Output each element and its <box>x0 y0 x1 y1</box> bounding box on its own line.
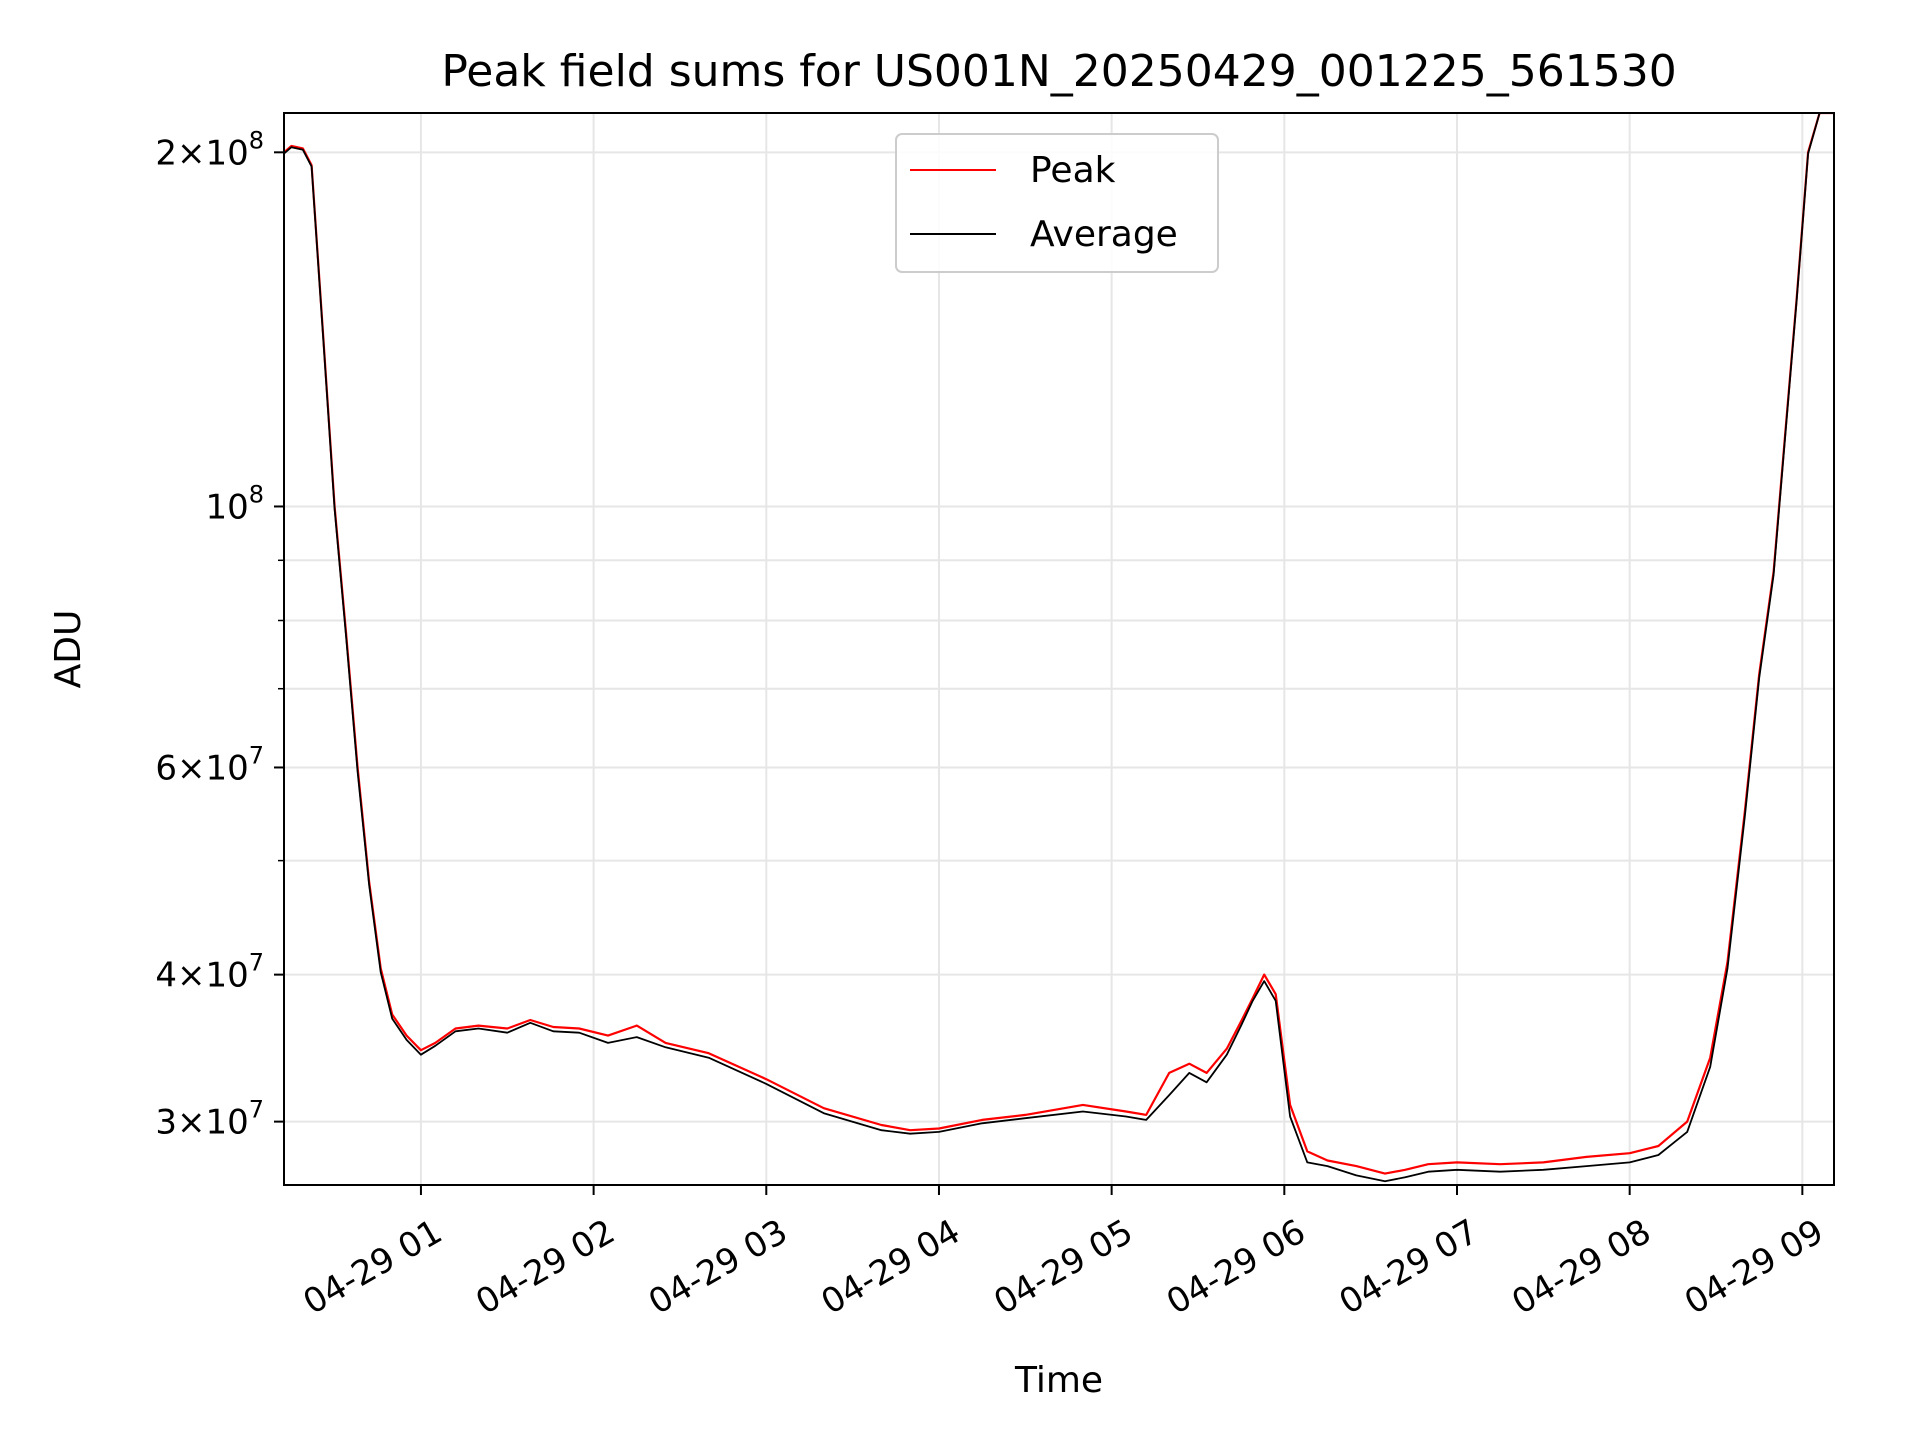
legend-box <box>895 133 1219 273</box>
y-tick-label: 108 <box>205 480 264 527</box>
plot-frame <box>283 112 1835 1186</box>
y-tick-label: 4×107 <box>155 949 264 996</box>
legend-label-peak: Peak <box>1030 150 1116 191</box>
grid-lines <box>284 113 1834 1185</box>
y-tick-label: 3×107 <box>155 1096 264 1143</box>
series-lines <box>284 113 1834 1183</box>
x-axis-title: Time <box>1014 1360 1103 1401</box>
plot-area <box>284 113 1834 1185</box>
legend-label-average: Average <box>1030 214 1178 255</box>
legend: Peak Average <box>895 133 1219 273</box>
y-tick-label: 6×107 <box>155 741 264 788</box>
y-axis-title: ADU <box>48 610 89 689</box>
series-line-average <box>284 113 1834 1183</box>
chart-title: Peak field sums for US001N_20250429_0012… <box>441 46 1676 97</box>
y-axis-ticks: 3×107 4×107 6×107 108 2×108 <box>155 126 284 1143</box>
y-tick-label: 2×108 <box>155 126 264 173</box>
series-line-peak <box>284 113 1834 1175</box>
